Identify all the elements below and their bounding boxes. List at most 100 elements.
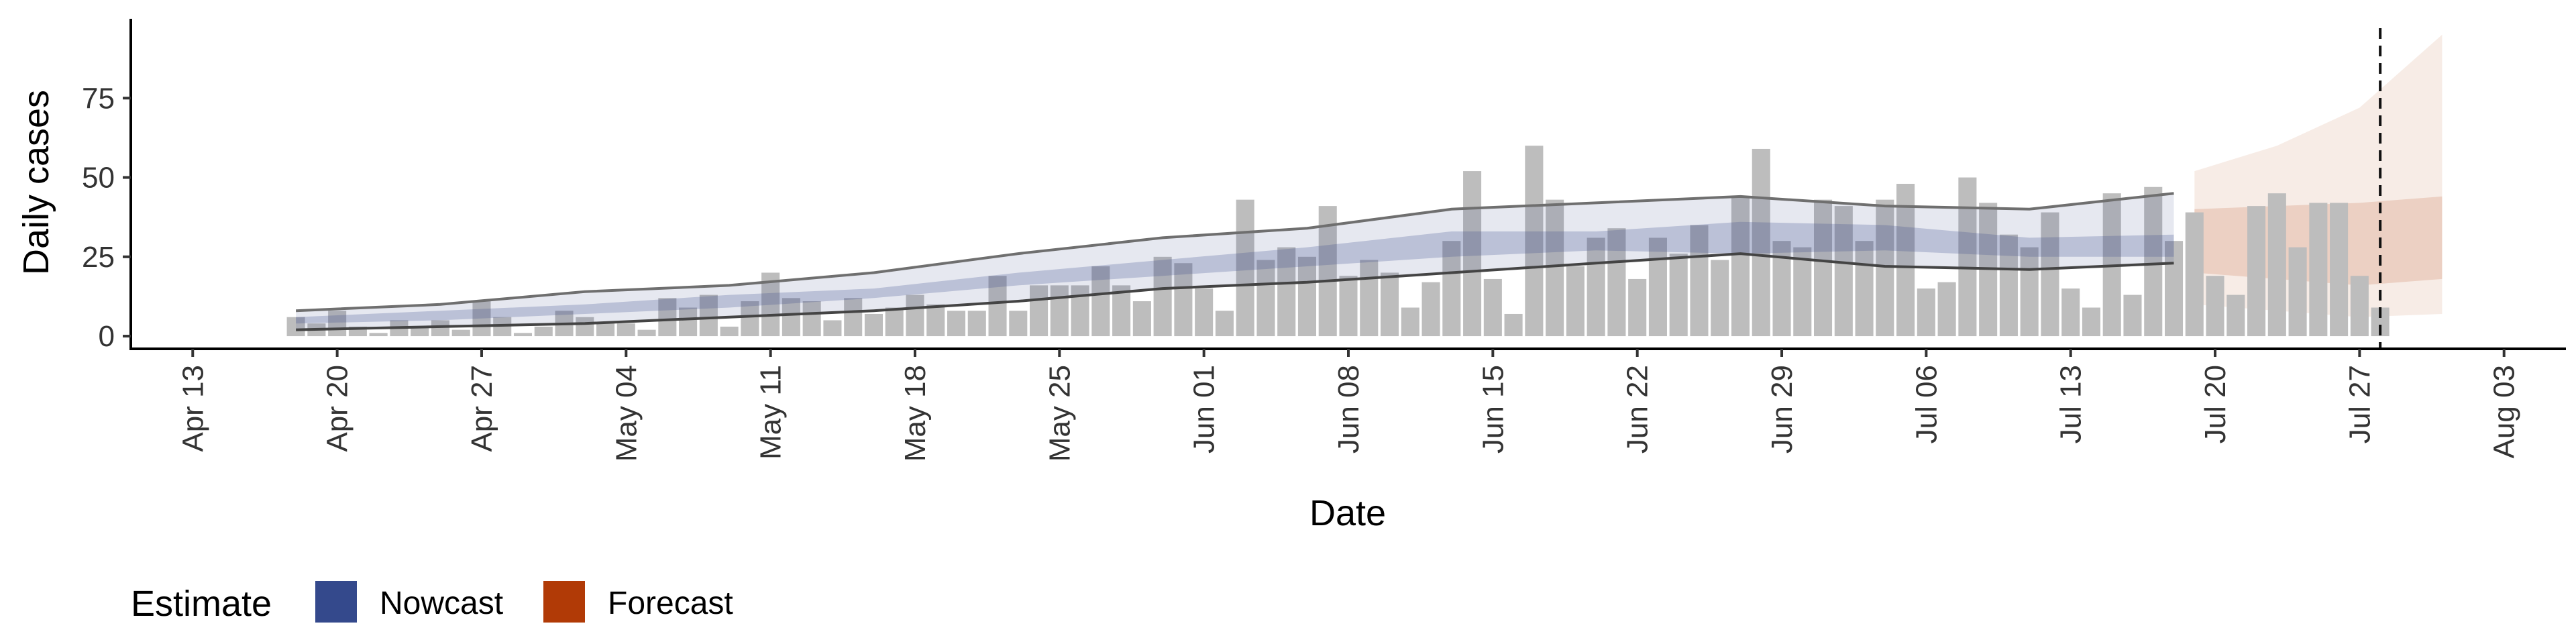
axes: 0 25 50 75 Apr 13 Apr 20 Apr 27 May 04 May 11 Ma…	[82, 19, 2566, 462]
bar	[1834, 206, 1853, 337]
x-tick-label: May 04	[610, 365, 643, 462]
bar	[1917, 288, 1935, 337]
bar	[1463, 171, 1482, 337]
bar	[2020, 247, 2039, 337]
bar	[947, 311, 966, 337]
bar	[1318, 206, 1337, 337]
bar	[823, 320, 842, 337]
x-axis-title: Date	[1309, 493, 1386, 533]
bar	[637, 329, 656, 337]
bar	[1277, 247, 1296, 337]
nowcast-outer-band	[296, 193, 2174, 330]
bar	[1628, 278, 1647, 337]
bar	[1401, 307, 1419, 337]
x-tick-label: Jun 15	[1477, 365, 1509, 453]
bar	[2330, 203, 2349, 337]
bar	[1236, 199, 1254, 337]
bar	[864, 313, 883, 337]
bar	[2185, 212, 2204, 337]
bar	[286, 317, 305, 337]
bar	[2123, 294, 2142, 337]
bar	[988, 276, 1007, 337]
x-tick-label: Jul 13	[2055, 365, 2088, 443]
bar	[1958, 177, 1977, 337]
y-tick-label: 75	[82, 82, 115, 115]
bar	[720, 326, 739, 337]
bar	[1896, 184, 1915, 337]
x-tick-label: Apr 20	[321, 365, 354, 452]
bar	[1876, 199, 1894, 337]
bar	[1030, 285, 1049, 337]
x-tick-label: May 18	[899, 365, 932, 462]
bar	[2041, 212, 2059, 337]
bar	[1071, 285, 1089, 337]
x-tick-label: Jul 20	[2199, 365, 2232, 443]
x-tick-label: Jul 06	[1910, 365, 1943, 443]
bar	[1132, 301, 1151, 337]
bar	[1153, 256, 1172, 337]
bar	[472, 301, 491, 337]
bar	[431, 320, 449, 337]
x-tick-label: Aug 03	[2488, 365, 2521, 458]
bar	[1050, 285, 1069, 337]
bar	[1855, 241, 1874, 337]
plot-area	[286, 28, 2443, 349]
bar	[1793, 247, 1812, 337]
y-ticks: 0 25 50 75	[82, 82, 131, 353]
bar	[679, 307, 698, 337]
bar	[782, 298, 800, 337]
x-tick-label: Jul 27	[2343, 365, 2376, 443]
bar	[1731, 196, 1750, 337]
bar	[967, 311, 986, 337]
bar	[2309, 203, 2328, 337]
x-ticks: Apr 13 Apr 20 Apr 27 May 04 May 11 May 18 May …	[176, 349, 2521, 462]
bar	[1215, 311, 1234, 337]
nowcast-inner-band	[296, 221, 2174, 324]
y-tick-label: 50	[82, 162, 115, 195]
lines-layer	[296, 192, 2174, 331]
bar	[1380, 272, 1399, 337]
bar	[369, 333, 388, 337]
bar	[906, 294, 924, 337]
bar	[1174, 263, 1193, 337]
bar	[2206, 276, 2224, 337]
bar	[451, 329, 470, 337]
legend-swatch-nowcast	[315, 581, 357, 623]
bar	[1587, 237, 1605, 337]
bar	[1256, 260, 1275, 337]
legend-swatch-forecast	[543, 581, 585, 623]
bar	[2247, 206, 2266, 337]
bar	[1937, 282, 1956, 337]
bar	[1752, 148, 1770, 337]
bar	[802, 301, 821, 337]
bar	[2144, 186, 2163, 337]
bar	[576, 317, 594, 337]
legend-label-nowcast: Nowcast	[380, 586, 503, 621]
bar	[1339, 276, 1358, 337]
x-tick-label: Jun 29	[1766, 365, 1799, 453]
bar	[1690, 225, 1709, 337]
bar	[1546, 199, 1564, 337]
bar	[2267, 193, 2286, 337]
bars-layer	[286, 146, 2390, 337]
bar	[844, 298, 863, 337]
bar	[513, 333, 533, 337]
x-tick-label: Apr 27	[466, 365, 498, 452]
bar	[658, 298, 677, 337]
bar	[699, 294, 718, 337]
legend-title: Estimate	[131, 584, 272, 624]
bar	[1504, 313, 1523, 337]
bar	[1297, 256, 1317, 337]
bar	[1648, 237, 1667, 337]
bar	[328, 311, 347, 337]
legend-label-forecast: Forecast	[608, 586, 733, 621]
x-tick-label: Jun 22	[1621, 365, 1654, 453]
bar	[596, 323, 615, 337]
x-tick-label: May 11	[755, 365, 788, 460]
bar	[2082, 307, 2100, 337]
legend: Estimate Nowcast Forecast	[131, 581, 733, 624]
nowcast-bands	[296, 193, 2174, 330]
bar	[534, 326, 553, 337]
bar	[1421, 282, 1440, 337]
